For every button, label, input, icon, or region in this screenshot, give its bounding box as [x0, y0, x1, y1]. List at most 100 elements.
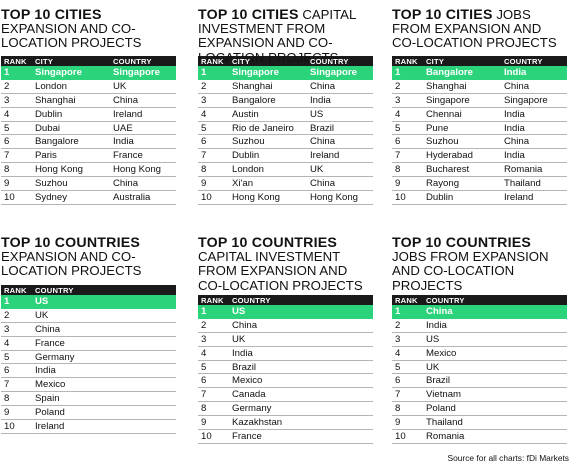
city-cell: Dubai — [32, 121, 110, 136]
table-row: 3 Bangalore India — [198, 93, 373, 108]
table-row-top: 1 Bangalore India — [392, 66, 567, 80]
country-cell: China — [307, 134, 373, 150]
rank-cell: 9 — [198, 415, 229, 431]
table-row-top: 1 US — [1, 295, 176, 309]
country-cell: Mexico — [423, 346, 567, 361]
rank-cell: 2 — [198, 318, 229, 333]
country-cell: UK — [307, 162, 373, 178]
block-title: TOP 10 CITIES EXPANSION AND CO-LOCATION … — [1, 8, 176, 56]
table-body: 1 Singapore Singapore 2 London UK 3 Shanghai Chi… — [1, 66, 176, 205]
block-top-cities-expansion: TOP 10 CITIES EXPANSION AND CO-LOCATION … — [1, 8, 176, 205]
rank-cell: 7 — [198, 387, 229, 403]
title-bold: TOP 10 COUNTRIES — [198, 235, 338, 251]
country-cell: Romania — [501, 162, 567, 178]
rank-cell: 5 — [198, 360, 229, 375]
col-header-rank: RANK — [198, 295, 229, 305]
title-rest: JOBS FROM EXPANSION AND CO-LOCATION PROJ… — [392, 249, 549, 293]
city-cell: Singapore — [32, 66, 110, 80]
country-cell: India — [32, 363, 176, 379]
col-header-country: COUNTRY — [423, 295, 567, 305]
title-bold: TOP 10 CITIES — [392, 7, 493, 23]
city-cell: Hong Kong — [229, 190, 307, 205]
source-note: Source for all charts: fDi Markets — [447, 453, 569, 463]
block-title: TOP 10 COUNTRIES CAPITAL INVESTMENT FROM… — [198, 236, 373, 295]
table-row: 6 Suzhou China — [392, 134, 567, 150]
rank-cell: 8 — [1, 391, 32, 407]
title-bold: TOP 10 COUNTRIES — [1, 235, 141, 251]
country-cell: Poland — [423, 401, 567, 417]
country-cell: Ireland — [307, 148, 373, 164]
col-header-rank: RANK — [198, 56, 229, 66]
rank-cell: 7 — [198, 148, 229, 164]
country-cell: China — [501, 79, 567, 94]
table-row: 9 Kazakhstan — [198, 415, 373, 431]
title-bold: TOP 10 COUNTRIES — [392, 235, 532, 251]
table-row: 7 Hyderabad India — [392, 148, 567, 164]
city-cell: London — [229, 162, 307, 178]
table-row: 9 Poland — [1, 405, 176, 421]
table-row: 5 UK — [392, 360, 567, 375]
country-cell: Romania — [423, 429, 567, 444]
rank-cell: 9 — [1, 176, 32, 192]
table-row: 5 Rio de Janeiro Brazil — [198, 121, 373, 136]
rank-cell: 3 — [198, 93, 229, 108]
country-cell: India — [501, 148, 567, 164]
country-cell: Germany — [229, 401, 373, 417]
rank-cell: 10 — [1, 190, 32, 205]
table-body: 1 Singapore Singapore 2 Shanghai China 3 Bangal… — [198, 66, 373, 205]
country-cell: Brazil — [307, 121, 373, 136]
table-row: 7 Mexico — [1, 377, 176, 393]
rank-cell: 3 — [1, 322, 32, 337]
rank-cell: 4 — [198, 346, 229, 361]
table-row: 3 China — [1, 322, 176, 337]
table-row: 8 Germany — [198, 401, 373, 417]
country-cell: Vietnam — [423, 387, 567, 403]
rank-cell: 1 — [392, 66, 423, 80]
city-cell: Paris — [32, 148, 110, 164]
city-cell: Chennai — [423, 107, 501, 122]
country-cell: Poland — [32, 405, 176, 421]
table-body: 1 Bangalore India 2 Shanghai China 3 Singapore S… — [392, 66, 567, 205]
rank-cell: 8 — [392, 401, 423, 417]
rank-cell: 2 — [392, 318, 423, 333]
table-row: 3 Shanghai China — [1, 93, 176, 108]
rank-cell: 6 — [392, 134, 423, 150]
table-row: 5 Brazil — [198, 360, 373, 375]
rank-cell: 8 — [198, 162, 229, 178]
block-top-cities-capital: TOP 10 CITIES CAPITAL INVESTMENT FROM EX… — [198, 7, 373, 205]
rank-cell: 10 — [392, 429, 423, 444]
country-cell: Ireland — [32, 419, 176, 434]
table-row: 7 Paris France — [1, 148, 176, 164]
rank-cell: 3 — [198, 332, 229, 347]
rank-cell: 4 — [1, 336, 32, 351]
table-row-top: 1 China — [392, 305, 567, 319]
city-cell: Rio de Janeiro — [229, 121, 307, 136]
country-cell: Hong Kong — [307, 190, 373, 205]
city-cell: Shanghai — [423, 79, 501, 94]
country-cell: India — [501, 107, 567, 122]
rank-cell: 1 — [1, 295, 32, 309]
table-row: 9 Suzhou China — [1, 176, 176, 192]
table-row: 2 London UK — [1, 79, 176, 94]
country-cell: Spain — [32, 391, 176, 407]
table-row: 2 UK — [1, 308, 176, 323]
rank-cell: 8 — [198, 401, 229, 417]
city-cell: Bangalore — [423, 66, 501, 80]
ranking-table: RANK COUNTRY 1 US 2 China 3 UK 4 India 5 Brazil 6 M… — [198, 295, 373, 444]
rank-cell: 7 — [392, 387, 423, 403]
rank-cell: 5 — [198, 121, 229, 136]
ranking-table: RANK CITY COUNTRY 1 Bangalore India 2 Shangh… — [392, 56, 567, 205]
ranking-table: RANK CITY COUNTRY 1 Singapore Singapore 2 Sh… — [198, 56, 373, 205]
table-row: 3 Singapore Singapore — [392, 93, 567, 108]
rank-cell: 10 — [198, 429, 229, 444]
block-top-countries-expansion: TOP 10 COUNTRIES EXPANSION AND CO-LOCATI… — [1, 236, 176, 434]
table-row: 2 India — [392, 318, 567, 333]
table-row: 10 Dublin Ireland — [392, 190, 567, 205]
country-cell: France — [32, 336, 176, 351]
col-header-city: CITY — [229, 56, 307, 66]
rank-cell: 2 — [198, 79, 229, 94]
col-header-city: CITY — [32, 56, 110, 66]
city-cell: Suzhou — [423, 134, 501, 150]
city-cell: Austin — [229, 107, 307, 122]
table-row: 8 Bucharest Romania — [392, 162, 567, 178]
